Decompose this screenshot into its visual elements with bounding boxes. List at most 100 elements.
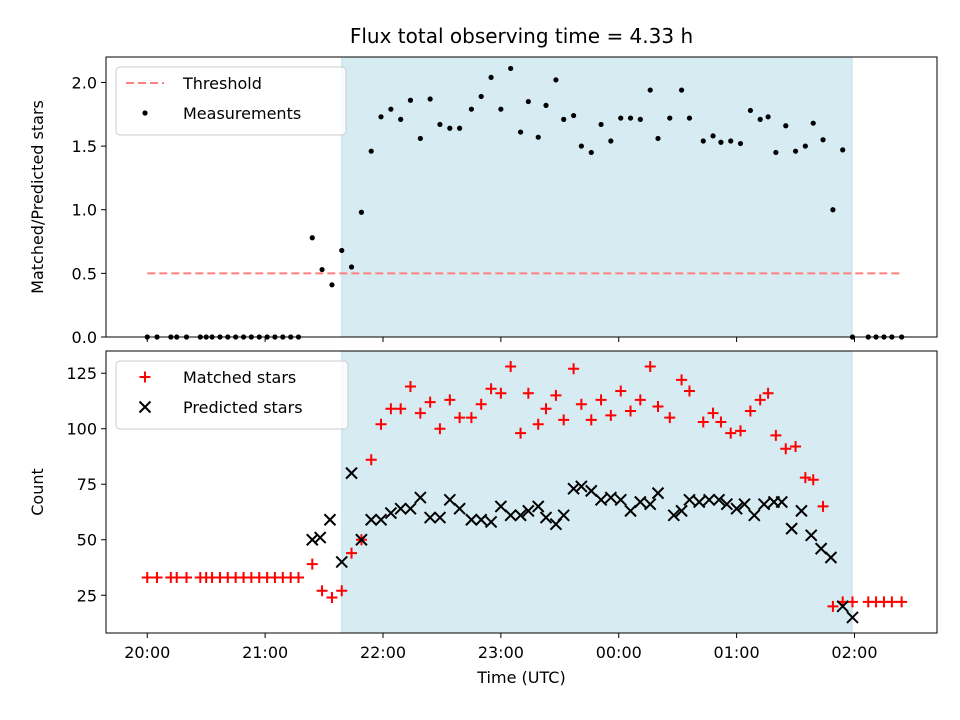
legend-box — [115, 360, 349, 430]
data-point — [514, 509, 527, 522]
data-point — [773, 149, 779, 156]
data-point — [453, 502, 466, 515]
data-point — [570, 112, 577, 119]
data-point — [678, 87, 685, 93]
data-point — [710, 133, 716, 139]
data-point — [627, 115, 634, 121]
axes-panel-2: 25 50 75 100 125 20:00 21:00 22:00 23:00 00:00 01:… — [28, 350, 938, 687]
data-point — [785, 522, 798, 535]
axes-panel-1: 0.0 0.5 1.0 1.5 2.0 Flux total observing time… — [28, 24, 938, 347]
data-point — [355, 533, 368, 546]
data-point — [423, 511, 437, 524]
data-point — [508, 65, 514, 72]
data-point — [553, 77, 559, 83]
data-point — [575, 480, 588, 493]
x-tick-label: 00:00 — [596, 643, 642, 662]
y-tick-label: 100 — [66, 420, 97, 439]
data-point — [339, 247, 345, 254]
data-point — [336, 585, 348, 597]
data-point — [567, 482, 580, 495]
data-point — [790, 440, 802, 452]
data-point — [485, 383, 497, 395]
axes-frame — [105, 350, 938, 634]
data-point — [585, 484, 598, 498]
data-point — [447, 125, 453, 131]
data-point — [306, 533, 319, 546]
data-point — [394, 502, 407, 515]
data-point — [395, 403, 407, 415]
data-point — [697, 416, 709, 428]
data-point — [414, 491, 427, 504]
data-point — [358, 209, 365, 215]
data-point — [625, 405, 637, 417]
data-point — [846, 596, 858, 608]
data-point — [615, 385, 627, 397]
y-tick-label: 0.5 — [72, 264, 97, 283]
data-point — [702, 493, 716, 506]
data-point — [624, 504, 637, 518]
data-point — [799, 472, 811, 484]
data-point — [585, 414, 597, 426]
data-point — [309, 235, 315, 241]
data-point — [319, 266, 325, 273]
data-point — [181, 571, 193, 583]
x-tick-label: 21:00 — [242, 643, 288, 662]
data-point — [578, 143, 584, 149]
data-point — [495, 387, 507, 399]
data-point — [465, 513, 478, 526]
data-point — [651, 486, 665, 500]
data-point — [737, 140, 744, 147]
data-point — [539, 511, 553, 524]
data-point — [517, 129, 524, 135]
data-point — [478, 93, 484, 100]
legend-label: Predicted stars — [183, 398, 303, 417]
data-point — [398, 116, 404, 122]
axes-frame — [105, 56, 938, 338]
data-point — [515, 427, 527, 439]
data-point — [846, 611, 859, 624]
data-point — [604, 491, 618, 504]
data-point — [494, 500, 508, 513]
data-point — [683, 493, 696, 506]
data-point — [765, 114, 771, 120]
data-point — [139, 371, 151, 383]
data-point — [686, 115, 693, 121]
data-point — [780, 443, 792, 455]
data-point — [618, 115, 624, 121]
legend-box — [115, 66, 347, 136]
data-point — [465, 412, 477, 424]
data-point — [335, 555, 348, 569]
data-point — [388, 106, 394, 112]
legend: Threshold Measurements — [115, 66, 347, 136]
chart-title: Flux total observing time = 4.33 h — [350, 24, 693, 48]
data-point — [532, 500, 545, 513]
data-point — [488, 74, 494, 80]
data-point — [595, 394, 607, 406]
data-point — [444, 394, 456, 406]
data-point — [404, 502, 417, 515]
data-point — [637, 116, 643, 122]
data-point — [675, 504, 688, 518]
data-point — [475, 398, 487, 410]
y-axis-label: Matched/Predicted stars — [28, 100, 47, 294]
data-point — [814, 542, 828, 555]
observing-window — [341, 56, 853, 338]
data-point — [575, 398, 587, 410]
data-point — [292, 571, 304, 583]
data-point — [634, 495, 647, 509]
data-point — [384, 506, 398, 520]
data-point — [757, 116, 763, 122]
y-tick-label: 125 — [66, 364, 97, 383]
data-point — [693, 495, 706, 509]
data-point — [348, 264, 355, 270]
data-point — [561, 116, 567, 122]
data-point — [715, 416, 727, 428]
data-point — [316, 585, 328, 597]
data-point — [644, 361, 656, 373]
data-point — [762, 387, 774, 399]
y-tick-label: 1.0 — [72, 201, 97, 220]
data-point — [375, 418, 387, 430]
data-point — [326, 591, 338, 603]
data-point — [142, 110, 148, 116]
